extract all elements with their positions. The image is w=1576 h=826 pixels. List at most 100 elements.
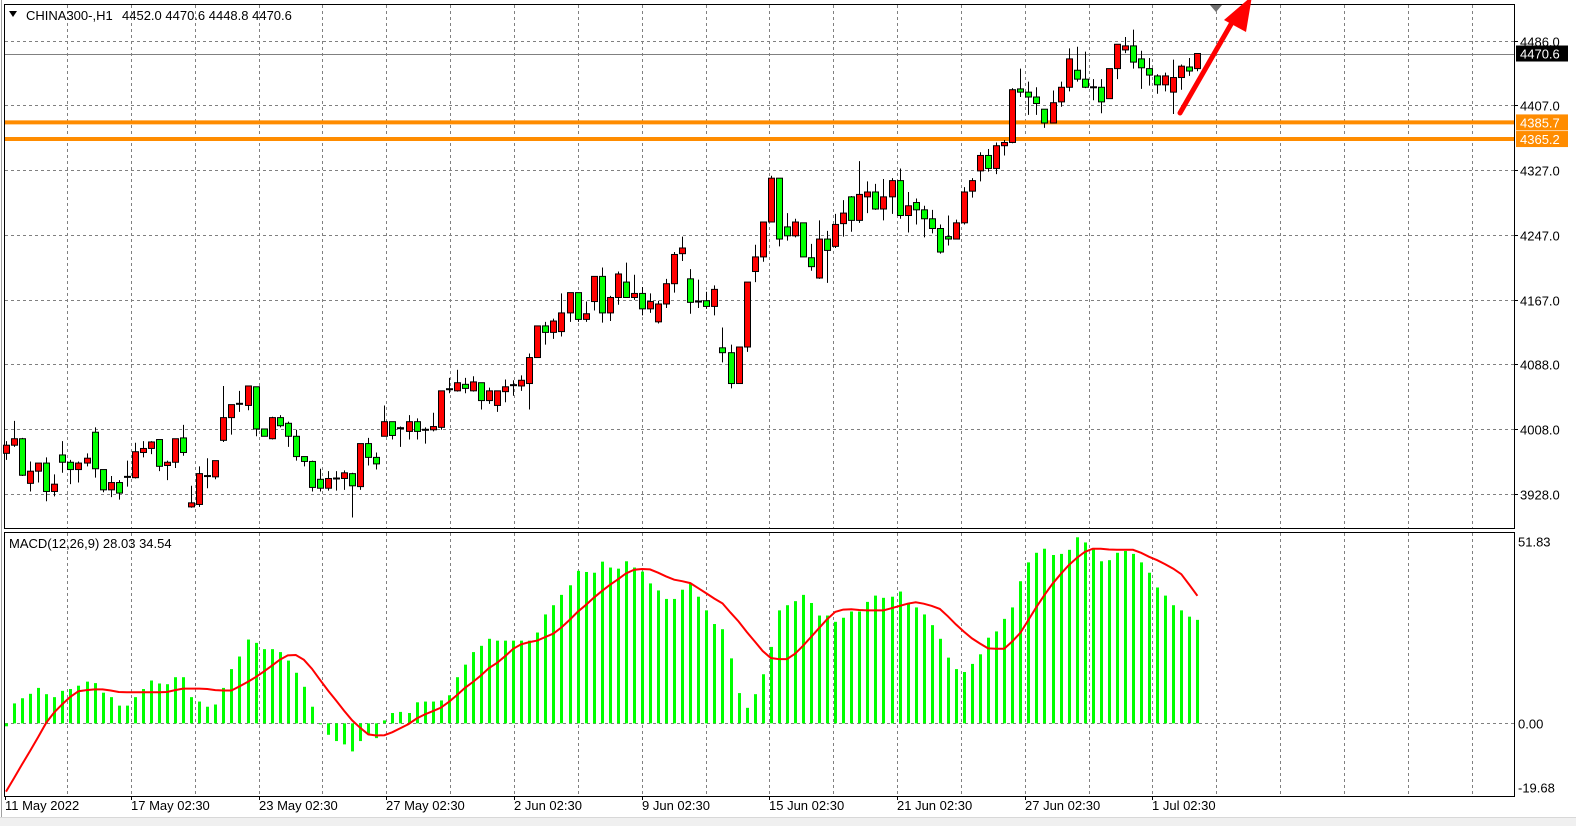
candle-body <box>293 435 300 458</box>
candle-body <box>414 421 421 432</box>
candle-body <box>1098 86 1105 103</box>
candle <box>502 379 509 403</box>
macd-signal-line <box>5 547 1199 793</box>
macd-indicator <box>5 537 1199 793</box>
candle <box>945 215 952 246</box>
macd-bar <box>834 621 837 724</box>
candle-body <box>365 443 372 458</box>
candle <box>703 291 710 309</box>
macd-bar <box>102 692 105 724</box>
macd-bar <box>1108 560 1111 724</box>
candle <box>1162 72 1169 92</box>
macd-bar <box>230 669 233 724</box>
y-tick-label: 4327.0 <box>1520 164 1560 179</box>
candle-body <box>905 205 912 217</box>
candle-body <box>800 222 807 258</box>
macd-bar <box>37 687 40 724</box>
y-tick-label: 4407.0 <box>1520 99 1560 114</box>
macd-bar <box>222 687 225 724</box>
triangle-marker-icon <box>1210 5 1222 12</box>
candle-body <box>985 154 992 169</box>
x-tick-label: 17 May 02:30 <box>131 798 210 813</box>
macd-bar <box>512 640 515 724</box>
candle-body <box>373 456 380 465</box>
candle-body <box>1186 66 1193 72</box>
macd-label: MACD(12,26,9) 28.03 34.54 <box>9 536 172 551</box>
macd-bar <box>311 706 314 724</box>
macd-bar <box>174 677 177 724</box>
macd-bar <box>1003 618 1006 724</box>
macd-bar <box>1196 619 1199 724</box>
candle-body <box>744 281 751 348</box>
x-tick-label: 27 Jun 02:30 <box>1025 798 1100 813</box>
candle <box>913 198 920 225</box>
candle <box>1122 36 1129 54</box>
candle <box>67 459 74 485</box>
candle-body <box>140 447 147 454</box>
triangle-down-icon[interactable] <box>9 11 17 17</box>
candle-body <box>116 482 123 494</box>
candle <box>397 426 404 447</box>
macd-bar <box>947 657 950 724</box>
macd-bar <box>842 617 845 724</box>
macd-bar <box>399 711 402 724</box>
candle-body <box>599 275 606 314</box>
candle <box>478 382 485 410</box>
candle-body <box>389 421 396 436</box>
candle-body <box>953 222 960 240</box>
arrow-shaft <box>1177 16 1237 116</box>
candle <box>808 243 815 271</box>
macd-bar <box>520 640 523 724</box>
macd-bar <box>1132 553 1135 724</box>
candle <box>301 456 308 467</box>
candle-body <box>583 313 590 320</box>
candle-body <box>711 288 718 307</box>
macd-bar <box>754 694 757 724</box>
candle <box>172 438 179 468</box>
macd-bar <box>1124 550 1127 724</box>
candle-body <box>84 457 91 464</box>
candle <box>583 301 590 322</box>
macd-bar <box>279 652 282 724</box>
candle-body <box>1025 91 1032 98</box>
macd-bar <box>1068 549 1071 724</box>
candle <box>454 369 461 392</box>
candle <box>768 175 775 223</box>
candle <box>921 205 928 238</box>
candle-body <box>406 421 413 432</box>
candle <box>381 405 388 437</box>
candle-body <box>921 209 928 220</box>
candle <box>470 376 477 392</box>
candle-body <box>1050 102 1057 124</box>
candle-body <box>454 382 461 392</box>
macd-bar <box>214 704 217 724</box>
candle <box>526 353 533 410</box>
candle-body <box>430 426 437 431</box>
candle-body <box>929 218 936 230</box>
candle <box>679 236 686 261</box>
candle <box>1033 87 1040 115</box>
candle-body <box>591 275 598 303</box>
candle-body <box>156 439 163 467</box>
candle <box>1090 79 1097 101</box>
macd-bar <box>899 591 902 724</box>
current-price-tag-box <box>1516 45 1568 62</box>
candle <box>1154 74 1161 94</box>
candle <box>75 461 82 483</box>
candle <box>406 415 413 440</box>
candle-body <box>856 193 863 221</box>
candle-body <box>1138 58 1145 69</box>
candle-body <box>832 223 839 247</box>
arrow-head-icon <box>1224 0 1252 32</box>
macd-bar <box>1172 605 1175 724</box>
macd-bar <box>424 701 427 724</box>
candle <box>1098 79 1105 114</box>
candle-body <box>1058 86 1065 103</box>
macd-bar <box>432 701 435 724</box>
candle-body <box>518 379 525 387</box>
macd-bar <box>705 610 708 724</box>
candle <box>776 177 783 247</box>
candle <box>905 191 912 233</box>
up-arrow-annotation[interactable] <box>1177 0 1252 116</box>
